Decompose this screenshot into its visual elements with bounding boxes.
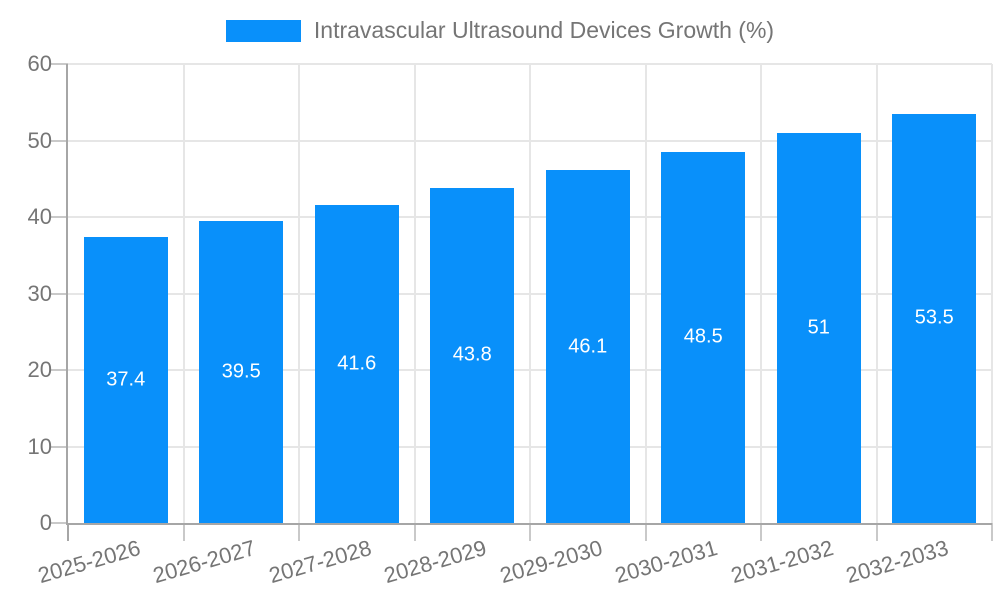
x-axis-tick [991, 523, 993, 541]
x-axis-tick [182, 523, 185, 541]
v-gridline [529, 64, 531, 523]
bar-value-label: 37.4 [106, 368, 146, 391]
bar[interactable] [199, 220, 284, 523]
y-tick-label: 30 [27, 280, 52, 306]
v-gridline [760, 64, 762, 523]
y-tick-label: 50 [27, 127, 52, 153]
x-tick-label: 2029-2030 [496, 535, 605, 589]
v-gridline [413, 64, 416, 523]
bar[interactable] [430, 187, 515, 523]
y-tick-label: 10 [27, 433, 52, 459]
x-tick-label: 2030-2031 [612, 535, 721, 589]
y-axis-line [66, 64, 68, 525]
y-axis-tick [50, 369, 68, 371]
bar-value-label: 41.6 [337, 352, 377, 375]
v-gridline [644, 64, 647, 523]
y-tick-label: 40 [27, 204, 52, 229]
v-gridline [182, 64, 185, 523]
x-tick-label: 2031-2032 [727, 535, 836, 589]
x-tick-label: 2032-2033 [843, 535, 952, 589]
legend-swatch[interactable] [225, 19, 301, 42]
x-axis-tick [529, 523, 531, 541]
y-axis-tick [50, 63, 68, 65]
x-axis-tick [875, 523, 878, 541]
legend-label: Intravascular Ultrasound Devices Growth … [313, 17, 775, 43]
x-axis-tick [644, 523, 647, 541]
bar[interactable] [314, 204, 399, 523]
bar[interactable] [83, 236, 168, 523]
y-tick-label: 60 [27, 51, 52, 76]
v-gridline [298, 64, 300, 523]
y-axis-tick [50, 292, 68, 295]
y-axis-tick [50, 139, 68, 142]
x-axis-line [66, 523, 992, 525]
x-axis-tick [298, 523, 300, 541]
chart-legend[interactable]: Intravascular Ultrasound Devices Growth … [0, 17, 1000, 44]
bar[interactable] [776, 132, 861, 523]
v-gridline [875, 64, 878, 523]
y-axis-tick [50, 445, 68, 448]
x-axis-tick [413, 523, 416, 541]
x-axis-tick [67, 523, 69, 541]
x-tick-label: 2027-2028 [265, 535, 374, 589]
bar-value-label: 51 [807, 316, 830, 339]
bar-value-label: 43.8 [452, 343, 492, 366]
y-tick-label: 0 [39, 510, 52, 535]
x-tick-label: 2026-2027 [150, 535, 259, 589]
x-axis-tick [760, 523, 762, 541]
bar-value-label: 53.5 [914, 306, 954, 329]
y-axis-tick [50, 522, 68, 524]
bar[interactable] [545, 170, 630, 523]
v-gridline [991, 64, 993, 523]
x-tick-label: 2028-2029 [381, 535, 490, 589]
x-tick-label: 2025-2026 [34, 535, 143, 589]
bar-value-label: 46.1 [568, 335, 608, 358]
y-tick-label: 20 [27, 357, 52, 382]
bar[interactable] [661, 151, 746, 523]
bar-value-label: 39.5 [221, 360, 261, 383]
bar-value-label: 48.5 [683, 325, 723, 348]
bar[interactable] [892, 113, 977, 523]
y-axis-tick [50, 216, 68, 218]
